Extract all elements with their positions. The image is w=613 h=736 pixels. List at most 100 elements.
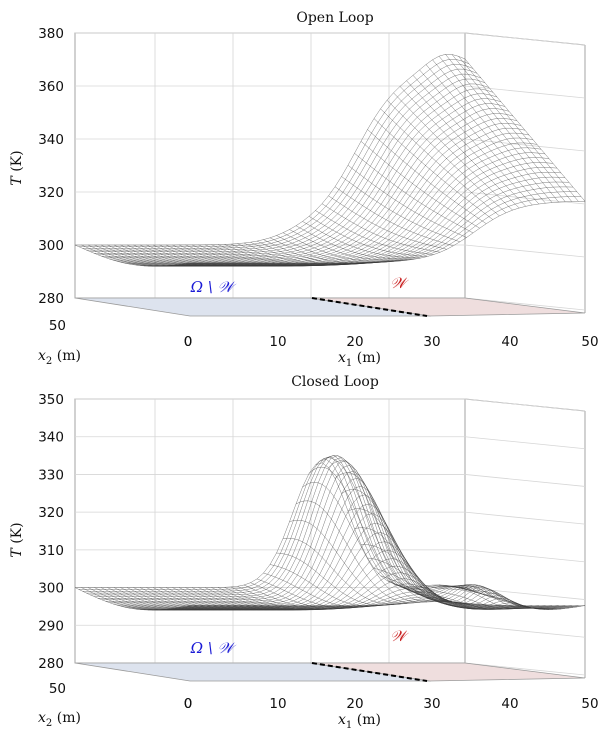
z-gridline-side xyxy=(464,624,586,638)
x1-tick-label: 0 xyxy=(184,696,193,712)
mesh-line-x1 xyxy=(105,93,498,258)
x2-tick-labels: 0 50 xyxy=(49,318,192,350)
temperature-surface-mesh xyxy=(74,54,586,267)
x1-tick-label: 30 xyxy=(423,334,440,350)
mesh-line-x1 xyxy=(98,460,490,599)
back-wall xyxy=(74,398,466,664)
mesh-line-x2 xyxy=(302,221,421,259)
z-gridline-side xyxy=(464,398,586,412)
z-gridline-side xyxy=(464,138,586,152)
z-tick-label: 360 xyxy=(38,79,64,95)
z-tick-label: 380 xyxy=(38,26,64,42)
mesh-line-x1 xyxy=(128,123,522,265)
chart-title: Closed Loop xyxy=(291,374,379,390)
z-tick-label: 350 xyxy=(38,392,64,408)
mesh-line-x2 xyxy=(412,75,533,206)
mesh-line-x2 xyxy=(224,587,342,611)
x1-tick-label: 40 xyxy=(501,696,518,712)
region-label-omega: Ω \ 𝒲 xyxy=(190,639,237,657)
mesh-line-x2 xyxy=(354,153,474,234)
z-tick-label: 330 xyxy=(38,467,64,483)
z-tick-label: 340 xyxy=(38,430,64,446)
mesh-line-x2 xyxy=(308,466,428,603)
mesh-line-x2 xyxy=(289,229,408,261)
mesh-line-x2 xyxy=(302,481,421,603)
region-label-w: 𝒲 xyxy=(390,274,409,292)
mesh-line-x2 xyxy=(373,568,493,607)
x2-tick-label: 0 xyxy=(184,334,193,350)
mesh-line-x2 xyxy=(256,240,375,265)
mesh-line-x1 xyxy=(136,541,530,610)
mesh-line-x2 xyxy=(380,108,500,217)
mesh-line-x2 xyxy=(295,500,414,604)
mesh-line-x2 xyxy=(282,537,401,605)
mesh-line-x2 xyxy=(282,232,401,262)
z-gridline-side xyxy=(464,244,586,258)
z-gridline-side xyxy=(464,436,586,450)
mesh-line-x1 xyxy=(86,455,478,594)
region-w xyxy=(309,662,586,682)
mesh-line-x2 xyxy=(406,80,526,207)
z-gridline-side xyxy=(464,85,586,99)
mesh-line-x2 xyxy=(373,118,493,220)
z-gridline-side xyxy=(464,662,586,676)
x2-tick-label: 50 xyxy=(49,318,66,334)
mesh-line-x2 xyxy=(289,519,408,604)
mesh-line-x2 xyxy=(269,237,388,264)
mesh-line-x2 xyxy=(451,54,572,202)
mesh-line-x1 xyxy=(101,88,494,257)
mesh-line-x2 xyxy=(334,186,454,247)
x1-tick-label: 20 xyxy=(346,334,363,350)
mesh-line-x1 xyxy=(86,68,478,251)
z-tick-label: 300 xyxy=(38,581,64,597)
mesh-line-x2 xyxy=(393,92,513,211)
mesh-line-x2 xyxy=(328,460,447,603)
x2-axis-label: x2 (m) xyxy=(38,710,81,729)
chart-title: Open Loop xyxy=(296,10,373,26)
mesh-line-x1 xyxy=(82,456,474,592)
mesh-line-x2 xyxy=(198,587,316,611)
mesh-line-x2 xyxy=(243,584,362,610)
mesh-line-x2 xyxy=(464,58,586,202)
mesh-line-x2 xyxy=(328,195,447,250)
mesh-line-x2 xyxy=(204,244,322,267)
x2-tick-label: 50 xyxy=(49,681,66,697)
mesh-line-x1 xyxy=(182,191,578,265)
region-label-omega: Ω \ 𝒲 xyxy=(190,278,237,296)
x1-tick-label: 50 xyxy=(581,696,598,712)
z-tick-label: 300 xyxy=(38,238,64,254)
mesh-line-x2 xyxy=(419,69,540,205)
mesh-line-x2 xyxy=(269,564,388,607)
z-gridline-side xyxy=(464,474,586,487)
mesh-line-x2 xyxy=(458,56,579,202)
mesh-line-x2 xyxy=(211,587,329,611)
x1-axis-label: x1 (m) xyxy=(338,712,381,731)
mesh-line-x2 xyxy=(198,244,316,267)
mesh-line-x1 xyxy=(101,464,494,601)
x1-tick-label: 40 xyxy=(501,334,518,350)
mesh-line-x2 xyxy=(406,586,526,610)
mesh-line-x2 xyxy=(425,64,546,204)
region-w xyxy=(309,297,586,317)
mesh-line-x2 xyxy=(361,544,480,605)
mesh-line-x2 xyxy=(386,100,507,213)
mesh-line-x1 xyxy=(144,558,538,611)
mesh-line-x1 xyxy=(75,54,466,246)
mesh-line-x1 xyxy=(140,550,534,610)
mesh-line-x2 xyxy=(191,587,309,611)
z-tick-label: 320 xyxy=(38,505,64,521)
x1-tick-label: 20 xyxy=(346,696,363,712)
z-tick-labels: 280 290 300 310 320 330 340 350 xyxy=(38,392,64,672)
z-gridline-side xyxy=(464,587,586,600)
mesh-line-x1 xyxy=(109,98,502,260)
x1-tick-labels: 0 10 20 30 40 50 xyxy=(184,696,599,712)
mesh-line-x1 xyxy=(132,127,526,265)
mesh-line-x2 xyxy=(399,86,520,209)
mesh-line-x2 xyxy=(354,527,474,605)
z-gridline-side xyxy=(464,297,586,311)
z-tick-label: 340 xyxy=(38,132,64,148)
z-axis-label: T (K) xyxy=(9,522,25,557)
mesh-line-x2 xyxy=(360,141,480,229)
region-boundary xyxy=(311,297,428,317)
